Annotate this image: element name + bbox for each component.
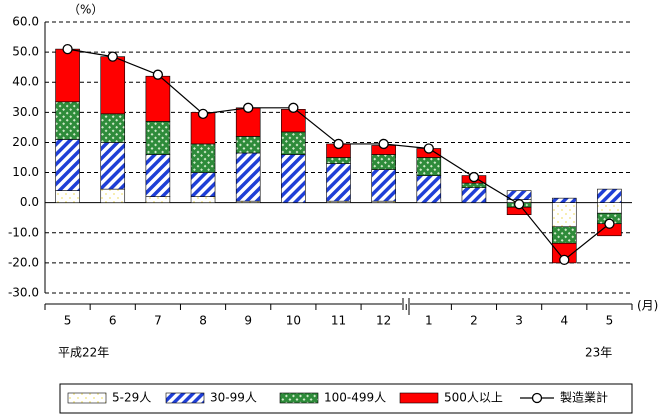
line-marker — [107, 51, 118, 62]
legend-label: 100-499人 — [324, 391, 386, 405]
x-tick-label: 6 — [109, 314, 117, 328]
x-tick-label: 1 — [425, 314, 433, 328]
bar-segment — [461, 187, 487, 203]
x-unit: (月) — [637, 299, 658, 313]
line-marker — [243, 102, 254, 113]
y-tick-label: 0.0 — [20, 195, 39, 209]
line-marker — [513, 199, 525, 210]
x-tick-label: 7 — [154, 314, 162, 328]
y-tick-label: -10.0 — [8, 225, 39, 239]
bar-segment — [551, 202, 577, 228]
legend-swatch — [165, 392, 205, 404]
bar-segment — [597, 202, 622, 214]
legend-label: 製造業計 — [560, 390, 608, 405]
bar-segment — [506, 190, 532, 200]
bar-segment — [145, 75, 171, 122]
y-tick-label: 40.0 — [12, 75, 39, 89]
bar-segment — [100, 113, 126, 143]
bar-segment — [326, 157, 351, 164]
x-tick-label: 5 — [64, 314, 72, 328]
bar-segment — [416, 175, 442, 203]
legend-label: 30-99人 — [210, 391, 257, 405]
line-marker — [152, 69, 164, 80]
bar-segment — [281, 131, 306, 155]
y-tick-label: 20.0 — [12, 135, 39, 149]
bar-segment — [190, 196, 216, 203]
bar-segment — [551, 197, 577, 203]
bar-segment — [326, 163, 351, 202]
line-marker — [604, 218, 615, 229]
y-tick-label: 10.0 — [12, 165, 39, 179]
bar-segment — [190, 172, 216, 197]
bar-segment — [235, 136, 261, 154]
bar-segment — [55, 139, 80, 191]
bar-segment — [55, 48, 80, 103]
bar-segment — [190, 143, 216, 173]
x-tick-label: 4 — [560, 314, 568, 328]
line-marker — [333, 138, 344, 150]
bar-segment — [145, 196, 171, 203]
x-tick-label: 10 — [286, 314, 301, 328]
bar-segment — [281, 154, 306, 203]
legend-marker — [531, 392, 543, 404]
line-marker — [62, 43, 73, 55]
legend-label: 500人以上 — [444, 391, 503, 405]
legend-swatch — [279, 392, 319, 404]
bar-segment — [371, 154, 396, 170]
year-label: 平成22年 — [58, 346, 109, 360]
bar-segment — [371, 169, 396, 202]
bar-segment — [145, 121, 171, 155]
x-tick-label: 3 — [515, 314, 523, 328]
x-tick-label: 11 — [331, 314, 346, 328]
bar-segment — [416, 157, 442, 176]
legend-swatch — [399, 392, 439, 404]
line-marker — [378, 138, 389, 150]
bar-segment — [100, 142, 126, 190]
y-tick-label: -20.0 — [8, 255, 39, 269]
x-tick-label: 5 — [606, 314, 614, 328]
year-label: 23年 — [585, 346, 612, 360]
x-tick-label: 8 — [199, 314, 207, 328]
line-marker — [468, 171, 480, 183]
bar-segment — [55, 190, 80, 203]
legend-label: 5-29人 — [112, 391, 151, 405]
bar-segment — [100, 188, 126, 203]
x-tick-label: 2 — [470, 314, 478, 328]
y-tick-label: 50.0 — [12, 45, 39, 59]
y-tick-label: 60.0 — [12, 15, 39, 29]
bar-segment — [461, 182, 487, 188]
bar-segment — [55, 101, 80, 140]
bar-segment — [100, 56, 126, 115]
legend-swatch — [67, 392, 107, 404]
line-marker — [559, 254, 570, 266]
line-marker — [197, 108, 209, 119]
line-marker — [288, 102, 299, 113]
bar-segment — [551, 226, 577, 244]
bar-segment — [597, 188, 622, 203]
x-tick-label: 12 — [376, 314, 391, 328]
bar-segment — [235, 152, 261, 202]
y-unit: （%） — [68, 3, 103, 17]
y-tick-label: 30.0 — [12, 105, 39, 119]
x-tick-label: 9 — [244, 314, 252, 328]
line-marker — [423, 143, 434, 154]
y-tick-label: -30.0 — [8, 286, 39, 300]
bar-segment — [145, 154, 171, 197]
